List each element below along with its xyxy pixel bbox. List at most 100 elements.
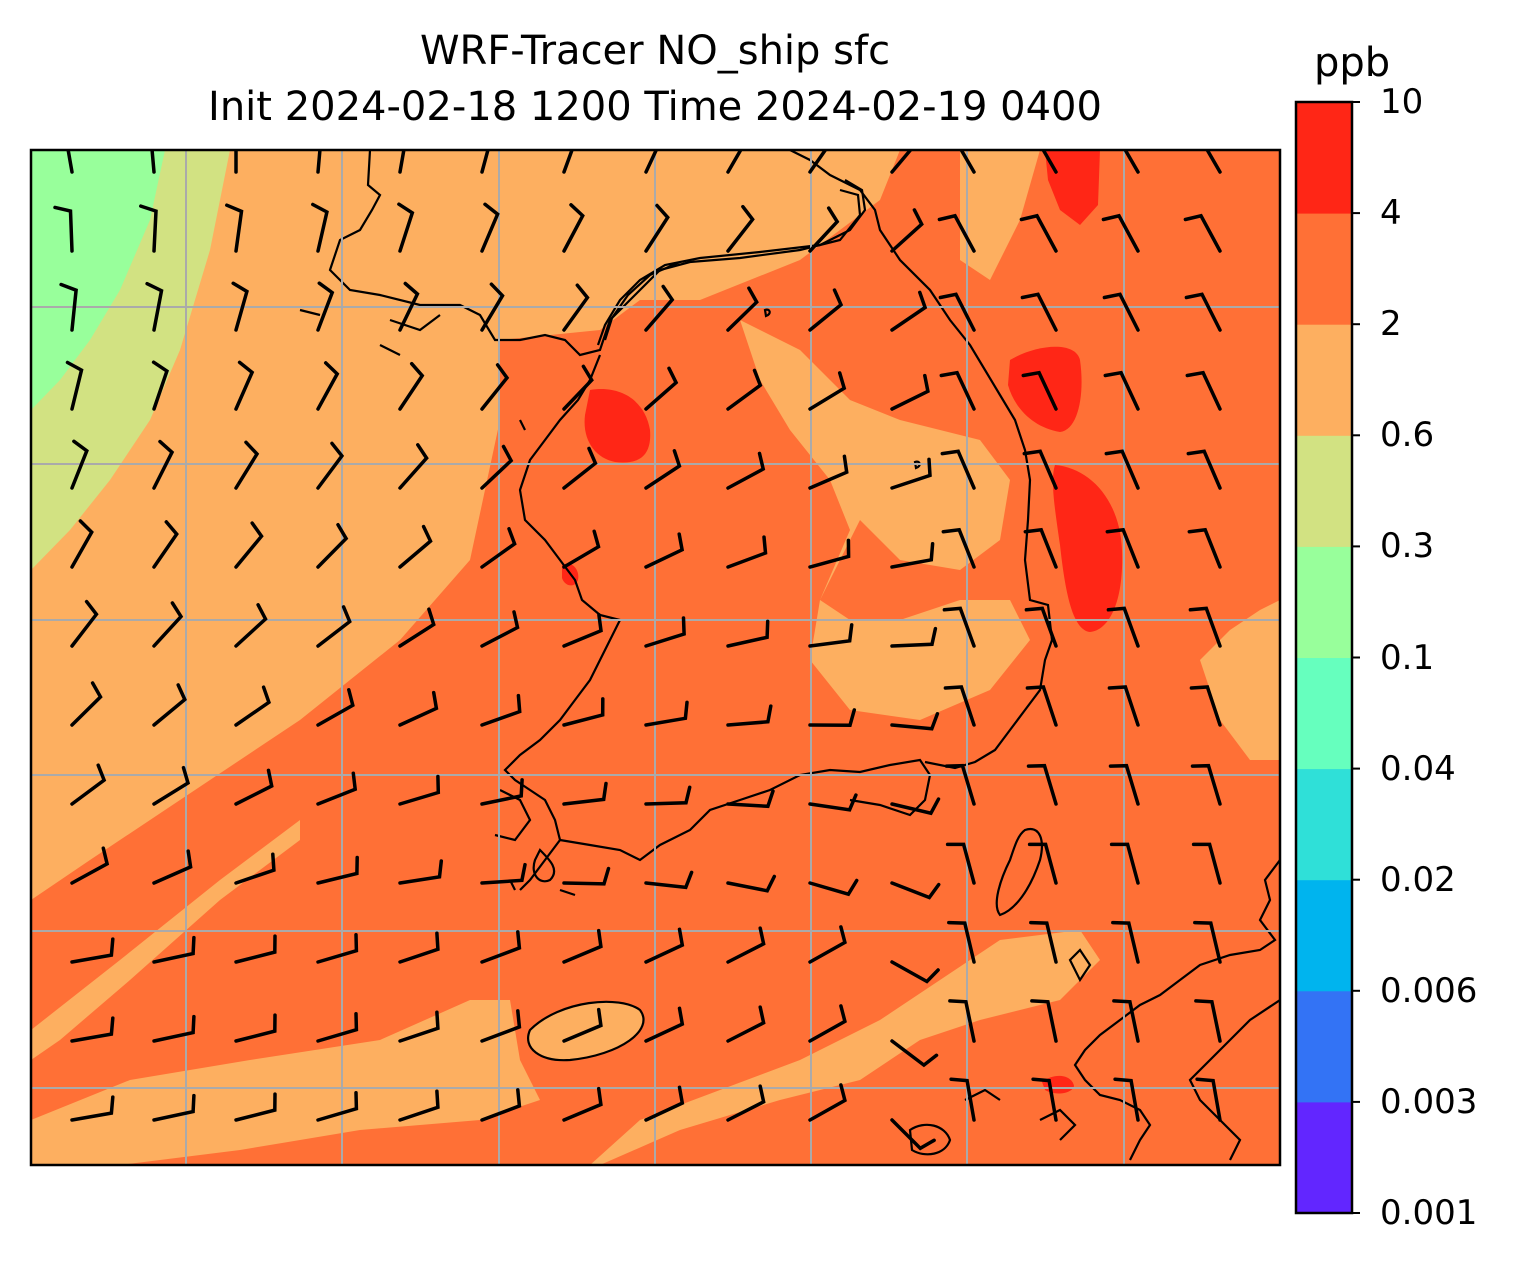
wind-barb [398, 150, 406, 174]
wind-barb [562, 697, 605, 727]
wind-barb [1113, 1077, 1140, 1122]
wind-barb [1031, 1077, 1058, 1122]
wind-barb [1205, 150, 1222, 174]
wind-barb [152, 601, 184, 648]
wind-barb [644, 870, 694, 890]
wind-barb [1103, 370, 1140, 411]
wind-barb [726, 368, 763, 411]
wind-barb [1019, 213, 1058, 253]
wind-barb [1123, 150, 1140, 174]
wind-barb [890, 208, 924, 253]
map-frame [29, 148, 1282, 1167]
wind-barb [145, 281, 164, 332]
wind-barb [808, 288, 844, 332]
wind-barb [1101, 213, 1140, 253]
fill-level-0.6-2-southwest [590, 930, 1100, 1165]
wind-barb [234, 360, 255, 411]
wind-barb [1191, 842, 1222, 885]
coastline-china-north [328, 150, 862, 357]
wind-barb [66, 150, 74, 174]
wind-barb [398, 859, 444, 885]
wind-barb [1024, 606, 1058, 648]
wind-barb [316, 1090, 359, 1122]
wind-barb [562, 283, 590, 332]
wind-barb [644, 366, 679, 411]
wind-barb [644, 785, 692, 806]
wind-barb [890, 626, 938, 648]
wind-barb [70, 846, 110, 885]
colorbar-segment [1296, 990, 1352, 1103]
wind-barb [1195, 1077, 1222, 1122]
wind-barb [644, 284, 675, 332]
wind-barb [1108, 763, 1140, 806]
wind-barb [1021, 370, 1058, 411]
colorbar-segment [1296, 768, 1352, 881]
wind-barb [726, 451, 766, 490]
wind-barb [942, 606, 976, 648]
wind-barb [398, 931, 440, 964]
wind-barb [562, 928, 603, 964]
wind-barb [562, 150, 574, 174]
wind-barb [644, 1085, 685, 1122]
wind-barb [59, 282, 78, 332]
wind-barb [70, 439, 89, 490]
wind-barb [152, 849, 193, 885]
wind-barb [234, 934, 277, 964]
colorbar-segment [1296, 324, 1352, 436]
wind-barb [480, 610, 520, 648]
wind-barb [234, 603, 268, 648]
wind-barb [231, 281, 249, 332]
wind-barb [1185, 370, 1222, 411]
wind-barb [1105, 527, 1140, 569]
wind-barb [398, 361, 425, 411]
wind-barb [562, 613, 603, 648]
wind-barb [948, 999, 976, 1043]
wind-barb [890, 1039, 939, 1068]
wind-barb [70, 937, 115, 964]
fill-level-4-10-coast-c [1052, 465, 1123, 632]
wind-barb [890, 457, 932, 490]
wind-barb [644, 449, 682, 490]
wind-barb [959, 150, 976, 174]
wind-barb [726, 1005, 766, 1043]
wind-barb [398, 1010, 440, 1043]
wind-barb [234, 852, 276, 885]
wind-barb [808, 454, 849, 490]
wind-barb [316, 150, 322, 174]
wind-barb [644, 203, 670, 253]
colorbar-tick-label: 10 [1380, 82, 1424, 122]
wind-barb [1102, 292, 1140, 332]
wind-barb [644, 532, 685, 569]
wind-barb [808, 371, 847, 411]
wind-barb [480, 1009, 522, 1043]
wind-barb [152, 765, 191, 806]
chart-subtitle: Init 2024-02-18 1200 Time 2024-02-19 040… [208, 84, 1102, 130]
wind-barb [726, 286, 759, 332]
map-panel [31, 150, 1280, 1165]
wind-barb [562, 364, 594, 411]
wind-barb [1020, 292, 1058, 332]
wind-barb [152, 1014, 196, 1043]
fill-level-4-10-bay [584, 389, 651, 463]
wind-barb [398, 1089, 440, 1122]
wind-barb [1027, 842, 1058, 885]
colorbar-tick-label: 0.001 [1380, 1193, 1478, 1233]
wind-barb [480, 527, 517, 569]
colorbar-segment [1296, 546, 1352, 658]
wind-barb [480, 202, 500, 253]
colorbar-segment [1296, 435, 1352, 547]
fill-level-4-10-coast-b [1008, 346, 1082, 432]
wind-barb [890, 290, 928, 332]
wind-barb [398, 774, 441, 806]
wind-barb [397, 202, 415, 253]
wind-barb [562, 866, 611, 886]
wind-barb [316, 605, 352, 648]
wind-barb [562, 203, 585, 253]
colorbar-tick-label: 0.04 [1380, 748, 1456, 789]
colorbar-tick-label: 0.1 [1380, 637, 1435, 678]
wind-barb [943, 685, 976, 727]
wind-barb [316, 688, 355, 727]
wind-barb [808, 793, 858, 812]
wind-barb [1112, 999, 1140, 1043]
